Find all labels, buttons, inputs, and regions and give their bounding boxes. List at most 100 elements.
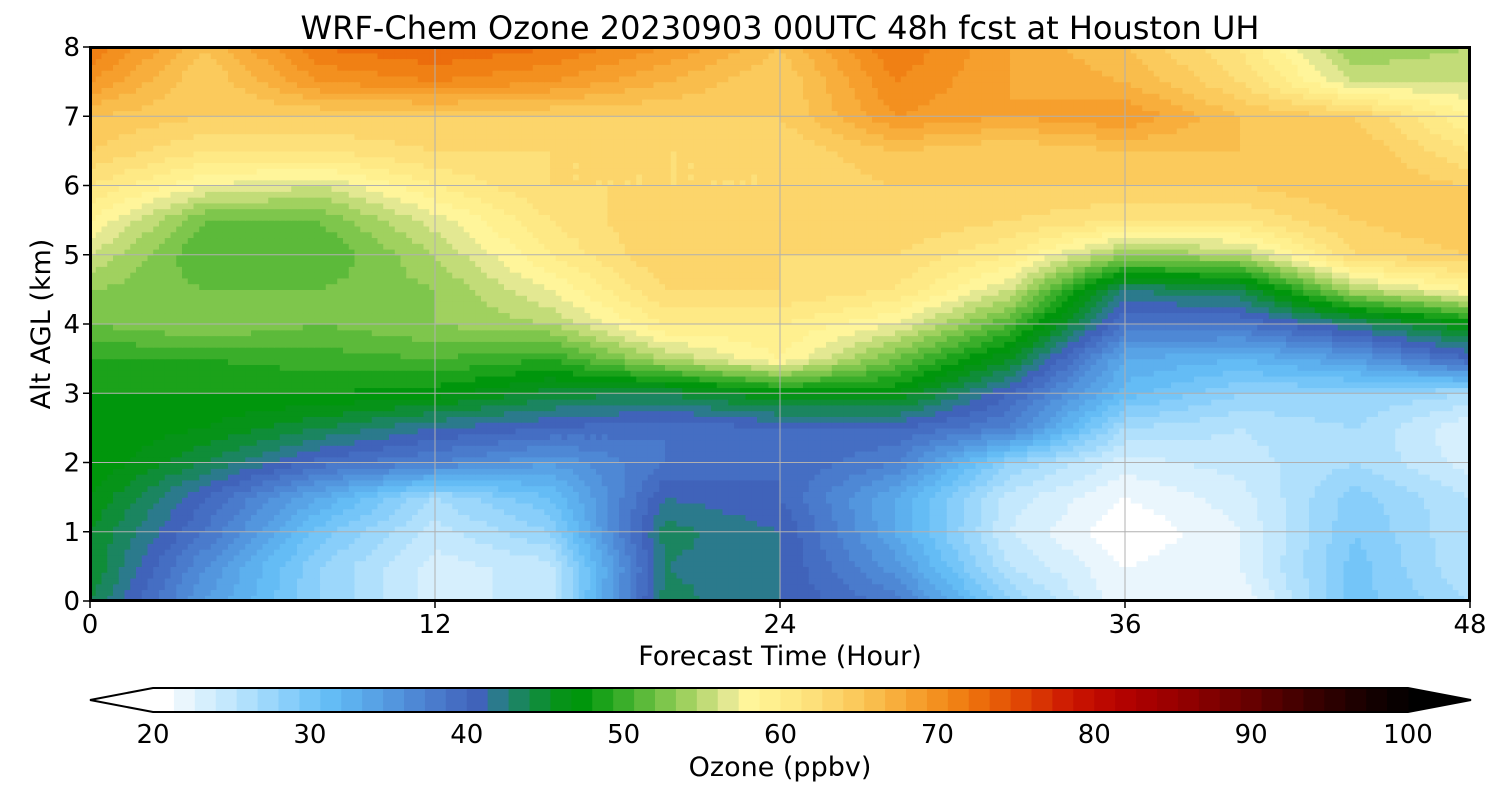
heatmap-cell	[567, 532, 573, 538]
heatmap-cell	[636, 486, 642, 492]
heatmap-cell	[1171, 566, 1177, 572]
heatmap-cell	[1131, 503, 1137, 509]
heatmap-cell	[953, 486, 959, 492]
heatmap-cell	[1091, 555, 1097, 561]
heatmap-cell	[924, 514, 930, 520]
heatmap-cell	[378, 497, 384, 503]
heatmap-cell	[832, 578, 838, 584]
heatmap-cell	[1407, 555, 1413, 561]
heatmap-cell	[194, 584, 200, 590]
heatmap-cell	[1068, 491, 1074, 497]
heatmap-cell	[1096, 520, 1102, 526]
heatmap-cell	[1068, 532, 1074, 538]
heatmap-cell	[1114, 561, 1120, 567]
heatmap-cell	[1223, 491, 1229, 497]
heatmap-cell	[504, 561, 510, 567]
heatmap-cell	[280, 555, 286, 561]
heatmap-cell	[1269, 497, 1275, 503]
heatmap-cell	[757, 486, 763, 492]
heatmap-cell	[636, 514, 642, 520]
heatmap-cell	[153, 543, 159, 549]
heatmap-cell	[303, 555, 309, 561]
heatmap-cell	[780, 503, 786, 509]
heatmap-cell	[406, 578, 412, 584]
heatmap-cell	[901, 566, 907, 572]
heatmap-cell	[107, 572, 113, 578]
heatmap-cell	[1413, 491, 1419, 497]
heatmap-cell	[849, 561, 855, 567]
heatmap-cell	[1033, 532, 1039, 538]
heatmap-cell	[1390, 532, 1396, 538]
heatmap-cell	[1160, 509, 1166, 515]
heatmap-cell	[326, 486, 332, 492]
heatmap-cell	[930, 491, 936, 497]
heatmap-cell	[401, 549, 407, 555]
heatmap-cell	[383, 532, 389, 538]
heatmap-cell	[1349, 514, 1355, 520]
heatmap-cell	[958, 509, 964, 515]
heatmap-cell	[125, 584, 131, 590]
heatmap-cell	[165, 561, 171, 567]
heatmap-cell	[1206, 555, 1212, 561]
heatmap-cell	[895, 503, 901, 509]
heatmap-cell	[1102, 549, 1108, 555]
heatmap-cell	[734, 491, 740, 497]
heatmap-cell	[751, 549, 757, 555]
heatmap-cell	[1447, 578, 1453, 584]
heatmap-cell	[677, 538, 683, 544]
heatmap-cell	[199, 486, 205, 492]
heatmap-cell	[1303, 486, 1309, 492]
heatmap-cell	[113, 532, 119, 538]
heatmap-cell	[665, 532, 671, 538]
heatmap-cell	[539, 514, 545, 520]
heatmap-cell	[705, 497, 711, 503]
heatmap-cell	[1016, 538, 1022, 544]
heatmap-cell	[815, 486, 821, 492]
heatmap-cell	[1355, 514, 1361, 520]
heatmap-cell	[176, 549, 182, 555]
heatmap-cell	[1096, 555, 1102, 561]
heatmap-cell	[1395, 572, 1401, 578]
heatmap-cell	[1085, 578, 1091, 584]
heatmap-cell	[1372, 589, 1378, 595]
heatmap-cell	[562, 555, 568, 561]
heatmap-cell	[1056, 589, 1062, 595]
heatmap-cell	[987, 543, 993, 549]
heatmap-cell	[1177, 491, 1183, 497]
heatmap-cell	[740, 532, 746, 538]
heatmap-cell	[533, 532, 539, 538]
heatmap-cell	[102, 543, 108, 549]
heatmap-cell	[1131, 509, 1137, 515]
heatmap-cell	[211, 480, 217, 486]
heatmap-cell	[820, 584, 826, 590]
heatmap-cell	[1430, 555, 1436, 561]
heatmap-cell	[291, 480, 297, 486]
heatmap-cell	[608, 538, 614, 544]
heatmap-cell	[843, 561, 849, 567]
heatmap-cell	[182, 589, 188, 595]
heatmap-cell	[389, 584, 395, 590]
heatmap-cell	[556, 555, 562, 561]
heatmap-cell	[516, 497, 522, 503]
heatmap-cell	[176, 486, 182, 492]
heatmap-cell	[1125, 555, 1131, 561]
heatmap-cell	[1321, 589, 1327, 595]
heatmap-cell	[1050, 589, 1056, 595]
heatmap-cell	[786, 497, 792, 503]
heatmap-cell	[1303, 572, 1309, 578]
heatmap-cell	[734, 555, 740, 561]
heatmap-cell	[1010, 486, 1016, 492]
heatmap-cell	[1390, 543, 1396, 549]
heatmap-cell	[1326, 509, 1332, 515]
heatmap-cell	[1004, 480, 1010, 486]
heatmap-cell	[1372, 555, 1378, 561]
heatmap-cell	[780, 566, 786, 572]
heatmap-cell	[970, 538, 976, 544]
heatmap-cell	[1200, 480, 1206, 486]
heatmap-cell	[820, 561, 826, 567]
heatmap-cell	[113, 589, 119, 595]
heatmap-cell	[1453, 514, 1459, 520]
heatmap-cell	[1257, 503, 1263, 509]
heatmap-cell	[935, 584, 941, 590]
heatmap-cell	[556, 480, 562, 486]
